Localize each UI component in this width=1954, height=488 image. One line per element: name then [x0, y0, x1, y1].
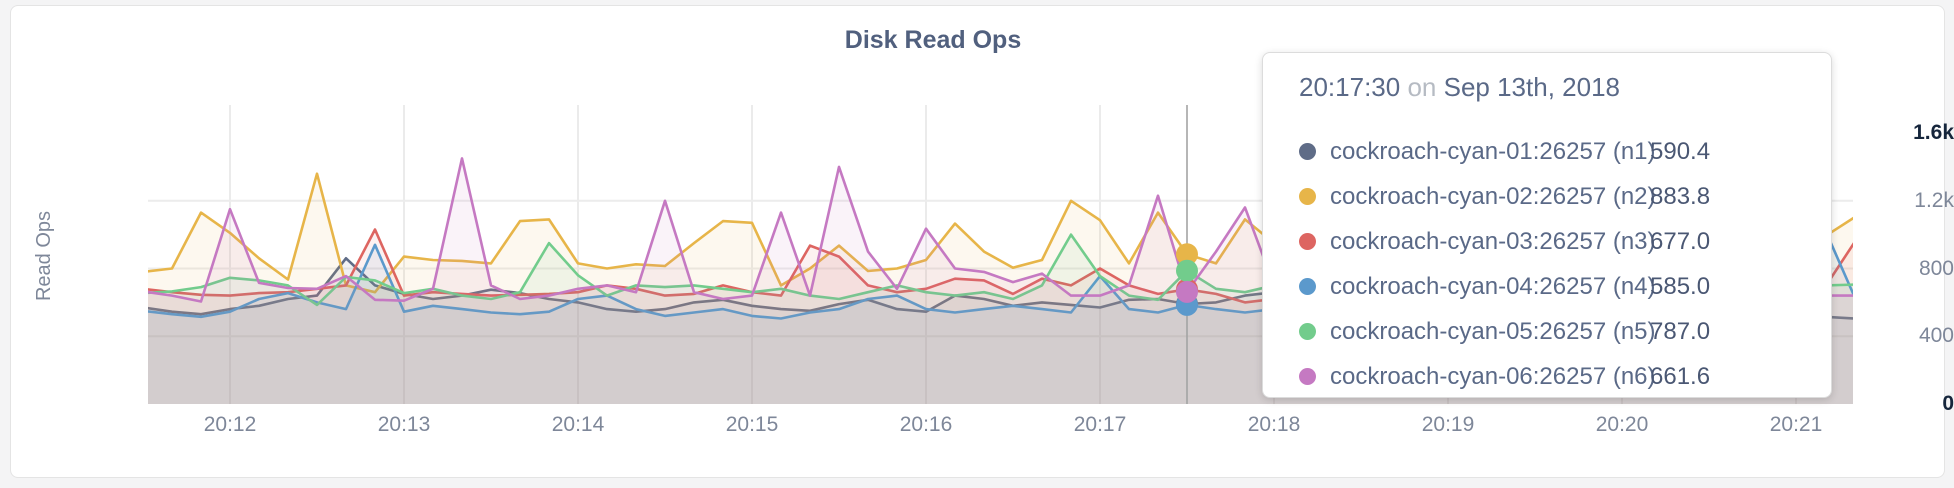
x-tick-20:21: 20:21	[1769, 413, 1823, 436]
series-color-dot-icon	[1299, 143, 1316, 160]
series-color-dot-icon	[1299, 368, 1316, 385]
series-color-dot-icon	[1299, 233, 1316, 250]
x-tick-20:18: 20:18	[1247, 413, 1301, 436]
highlight-dot-n6	[1176, 280, 1198, 303]
y-tick-1.2k: 1.2k	[1914, 188, 1954, 212]
hover-tooltip: 20:17:30 on Sep 13th, 2018 cockroach-cya…	[1262, 52, 1832, 398]
series-color-dot-icon	[1299, 188, 1316, 205]
series-name: cockroach-cyan-03:26257 (n3)	[1330, 227, 1656, 255]
series-color-dot-icon	[1299, 323, 1316, 340]
highlight-dot-n2	[1176, 243, 1198, 266]
y-tick-800: 800	[1918, 256, 1954, 280]
tooltip-time: 20:17:30	[1299, 72, 1401, 102]
series-value: 787.0	[1650, 317, 1711, 345]
tooltip-row: cockroach-cyan-05:26257 (n5) 787.0	[1299, 309, 1801, 354]
series-name: cockroach-cyan-02:26257 (n2)	[1330, 182, 1656, 210]
series-name: cockroach-cyan-01:26257 (n1)	[1330, 137, 1656, 165]
tooltip-date: Sep 13th, 2018	[1443, 72, 1620, 102]
x-tick-20:19: 20:19	[1421, 413, 1475, 436]
tooltip-row: cockroach-cyan-02:26257 (n2) 883.8	[1299, 174, 1801, 219]
tooltip-row: cockroach-cyan-06:26257 (n6) 661.6	[1299, 354, 1801, 399]
x-tick-20:17: 20:17	[1073, 413, 1127, 436]
series-value: 661.6	[1650, 362, 1711, 390]
tooltip-row: cockroach-cyan-03:26257 (n3) 677.0	[1299, 219, 1801, 264]
series-value: 677.0	[1650, 227, 1711, 255]
x-tick-20:14: 20:14	[551, 413, 605, 436]
series-name: cockroach-cyan-05:26257 (n5)	[1330, 317, 1656, 345]
series-name: cockroach-cyan-06:26257 (n6)	[1330, 362, 1656, 390]
x-tick-20:16: 20:16	[899, 413, 953, 436]
tooltip-joiner: on	[1407, 72, 1437, 102]
tooltip-legend: cockroach-cyan-01:26257 (n1) 590.4 cockroa…	[1299, 129, 1801, 399]
x-tick-20:15: 20:15	[725, 413, 779, 436]
series-value: 590.4	[1650, 137, 1711, 165]
y-axis-label: Read Ops	[33, 210, 55, 302]
series-value: 883.8	[1650, 182, 1711, 210]
highlight-dot-n5	[1176, 259, 1198, 282]
tooltip-row: cockroach-cyan-01:26257 (n1) 590.4	[1299, 129, 1801, 174]
tooltip-row: cockroach-cyan-04:26257 (n4) 585.0	[1299, 264, 1801, 309]
series-color-dot-icon	[1299, 278, 1316, 295]
series-value: 585.0	[1650, 272, 1711, 300]
x-tick-20:20: 20:20	[1595, 413, 1649, 436]
y-tick-400: 400	[1918, 324, 1954, 348]
y-tick-0: 0	[1942, 392, 1954, 415]
series-name: cockroach-cyan-04:26257 (n4)	[1330, 272, 1656, 300]
chart-title: Disk Read Ops	[844, 26, 1022, 54]
tooltip-timestamp: 20:17:30 on Sep 13th, 2018	[1299, 71, 1801, 103]
x-tick-20:13: 20:13	[377, 413, 431, 436]
y-tick-1.6k: 1.6k	[1913, 121, 1954, 144]
x-tick-20:12: 20:12	[203, 413, 257, 436]
